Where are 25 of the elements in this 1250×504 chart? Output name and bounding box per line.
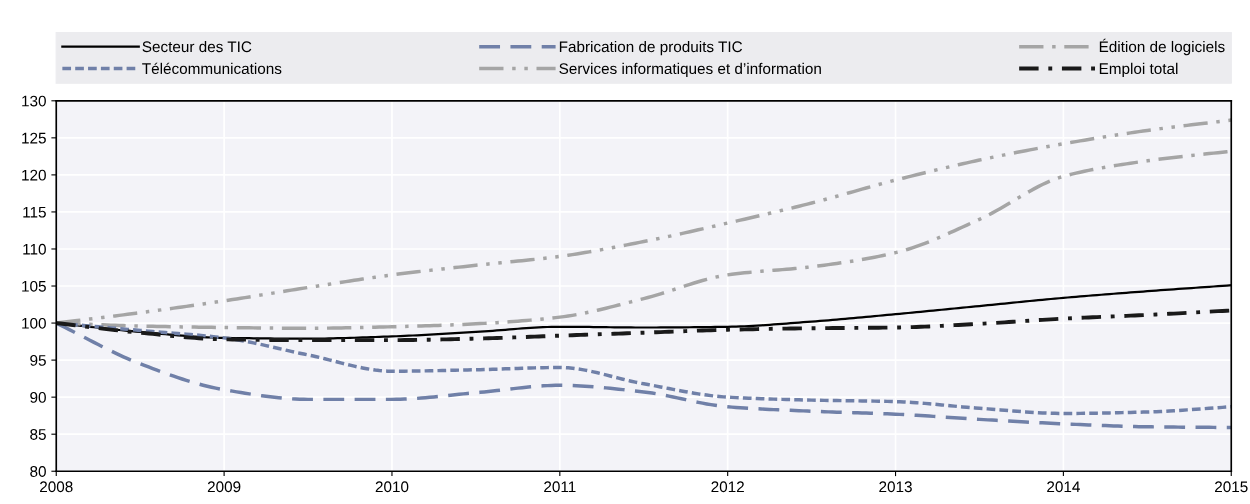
y-tick-label: 130 [22,95,46,107]
y-tick-label: 80 [30,466,46,477]
y-tick-label: 90 [30,392,46,403]
y-tick-label: 105 [22,280,46,292]
y-tick-label: 120 [22,169,46,181]
legend-label: Télécommunications [142,62,282,75]
x-tick-label: 2010 [375,481,409,493]
legend-label: Fabrication de produits TIC [559,40,743,56]
x-tick-label: 2012 [711,481,744,493]
x-tick-label: 2008 [40,481,73,493]
x-tick-label: 2014 [1047,481,1080,493]
y-tick-label: 110 [23,243,46,255]
x-tick-label: 2015 [1215,481,1248,493]
x-tick-label: 2011 [544,481,576,493]
x-tick-label: 2013 [879,481,912,493]
legend-label: Services informatiques et d’information [559,62,821,78]
x-tick-label: 2009 [207,481,241,493]
y-tick-label: 115 [23,206,46,218]
legend-label: Emploi total [1099,62,1178,78]
y-tick-label: 95 [30,354,46,366]
legend-label: Secteur des TIC [142,40,252,53]
y-tick-label: 85 [30,429,46,440]
y-tick-label: 125 [22,132,46,144]
legend-label: Édition de logiciels [1099,38,1225,56]
y-tick-label: 100 [22,317,46,329]
